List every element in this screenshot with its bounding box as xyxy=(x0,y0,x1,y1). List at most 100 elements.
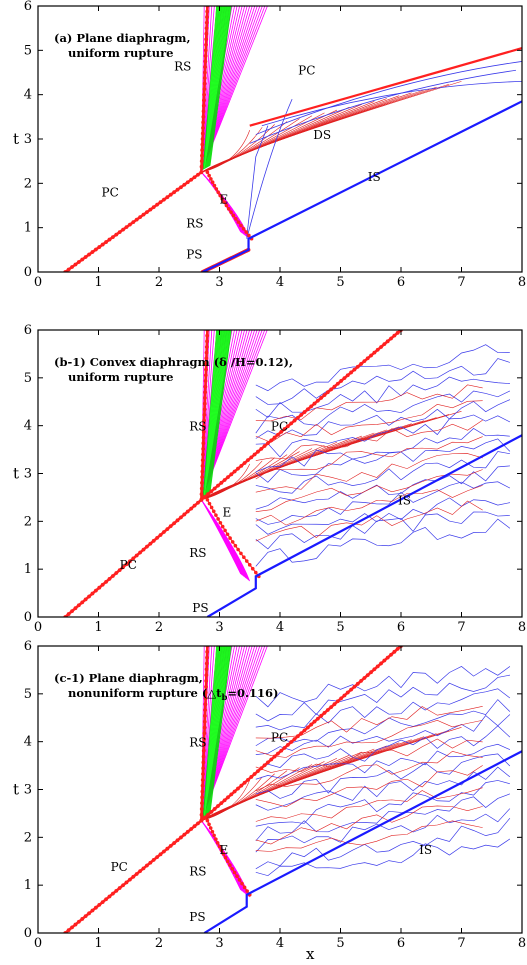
pc2-line-bead xyxy=(339,379,344,383)
pc-line-bead xyxy=(70,925,74,930)
panel-title: (b-1) Convex diaphragm (δ /H=0.12), xyxy=(54,355,293,369)
pc-line-bead xyxy=(73,606,78,611)
pc2-line-bead xyxy=(332,384,337,389)
pc2-line-bead xyxy=(202,495,207,499)
pc2-line-bead xyxy=(379,661,383,666)
pc2-line-bead xyxy=(272,754,277,759)
contour-blue xyxy=(255,511,510,550)
annotation-rs: RS xyxy=(189,546,206,560)
rs-head-bead xyxy=(199,492,204,497)
rs-head-bead xyxy=(203,708,208,712)
pc2-line-bead xyxy=(292,737,297,742)
pc-line-bead xyxy=(175,518,180,523)
rs-head-bead xyxy=(203,390,208,395)
pc-line-bead xyxy=(114,232,119,237)
rs-head-bead xyxy=(201,114,206,119)
pc2-line-bead xyxy=(299,731,304,736)
contour-red xyxy=(201,420,425,501)
rs-head-bead xyxy=(201,766,206,771)
pc-line-bead xyxy=(182,512,187,517)
pc2-line-bead xyxy=(249,775,254,779)
pc-line-bead xyxy=(76,603,81,608)
pc-line-bead xyxy=(107,237,112,242)
pc-line-bead xyxy=(73,922,78,927)
pc2-line-bead xyxy=(302,410,307,414)
pc2-line-bead xyxy=(256,449,260,454)
pc2-line-bead xyxy=(315,398,320,403)
contour-blue xyxy=(255,376,510,418)
pc-line-bead xyxy=(93,588,98,593)
rs-head-bead xyxy=(204,37,209,42)
pc2-line-bead xyxy=(242,461,247,465)
x-tick-label: 4 xyxy=(276,936,284,951)
rs-head-bead xyxy=(202,719,207,724)
pc-line-bead xyxy=(162,530,166,534)
x-tick-label: 5 xyxy=(336,620,344,635)
contour-red-wavy xyxy=(255,706,483,739)
rs-head-bead xyxy=(202,401,207,406)
pc-line-bead xyxy=(70,265,74,269)
y-tick-label: 6 xyxy=(24,0,32,14)
pc2-line-bead xyxy=(375,347,380,352)
annotation-pc: PC xyxy=(111,860,128,874)
pc-line-bead xyxy=(196,821,200,826)
rs-head-bead xyxy=(203,59,208,64)
contour-red xyxy=(201,411,462,501)
pc2-line-bead xyxy=(259,446,264,451)
pc2-line-bead xyxy=(365,673,370,677)
pc2-line-bead xyxy=(232,789,237,794)
x-tick-label: 0 xyxy=(34,275,42,290)
pc-line-bead xyxy=(80,600,85,605)
pc2-line-bead xyxy=(322,393,327,397)
y-tick-label: 5 xyxy=(24,371,32,386)
x-tick-label: 8 xyxy=(518,936,526,951)
pc-line-bead xyxy=(100,582,105,587)
pc2-line-bead xyxy=(236,466,240,471)
contour-red-wavy xyxy=(255,787,483,822)
contour-blue xyxy=(255,518,511,567)
pc2-line-bead xyxy=(362,676,367,680)
pc2-line-bead xyxy=(382,658,387,663)
rs-head-bead xyxy=(204,661,209,666)
contour-blue xyxy=(255,688,511,731)
pc2-line-bead xyxy=(389,336,393,341)
pc-line-bead xyxy=(141,866,146,871)
pc-line-bead xyxy=(97,902,102,907)
panel-title: (a) Plane diaphragm, xyxy=(54,31,190,45)
pc2-line-bead xyxy=(369,353,373,358)
x-tick-label: 8 xyxy=(518,620,526,635)
rs-head-bead xyxy=(203,696,208,701)
pc2-line-bead xyxy=(329,387,334,392)
x-tick-label: 6 xyxy=(397,936,405,951)
rs-head-bead xyxy=(200,783,205,788)
pc2-line-bead xyxy=(242,780,247,785)
rs-head-bead xyxy=(203,373,208,378)
rs-head-bead xyxy=(202,76,207,80)
pc2-line-bead xyxy=(345,690,350,695)
pc2-line-bead xyxy=(289,740,294,744)
rs-head-bead xyxy=(199,818,204,823)
pc2-line-bead xyxy=(292,418,297,423)
pc2-line-bead xyxy=(309,722,314,727)
contour-red-wavy xyxy=(255,384,483,422)
pc2-line-bead xyxy=(249,455,254,460)
annotation-is: IS xyxy=(368,170,381,184)
pc-line-bead xyxy=(87,594,91,599)
pc-line-bead xyxy=(145,210,149,215)
x-tick-label: 6 xyxy=(397,620,405,635)
x-tick-label: 3 xyxy=(215,620,223,635)
rs-head-bead xyxy=(204,350,209,355)
pc-line-bead xyxy=(138,869,142,874)
contour-blue xyxy=(255,427,510,473)
pc2-line-bead xyxy=(206,492,210,497)
panel-subtitle: uniform rupture xyxy=(68,46,173,60)
pc2-line-bead xyxy=(226,475,230,480)
pc-line-bead xyxy=(185,180,190,185)
pc-line-bead xyxy=(70,609,74,614)
rs-head-bead xyxy=(205,9,210,14)
contour-blue xyxy=(255,838,511,877)
pc2-line-bead xyxy=(389,652,393,657)
annotation-ps: PS xyxy=(189,910,205,924)
y-tick-label: 3 xyxy=(24,783,32,798)
pc2-line-bead xyxy=(375,664,380,669)
